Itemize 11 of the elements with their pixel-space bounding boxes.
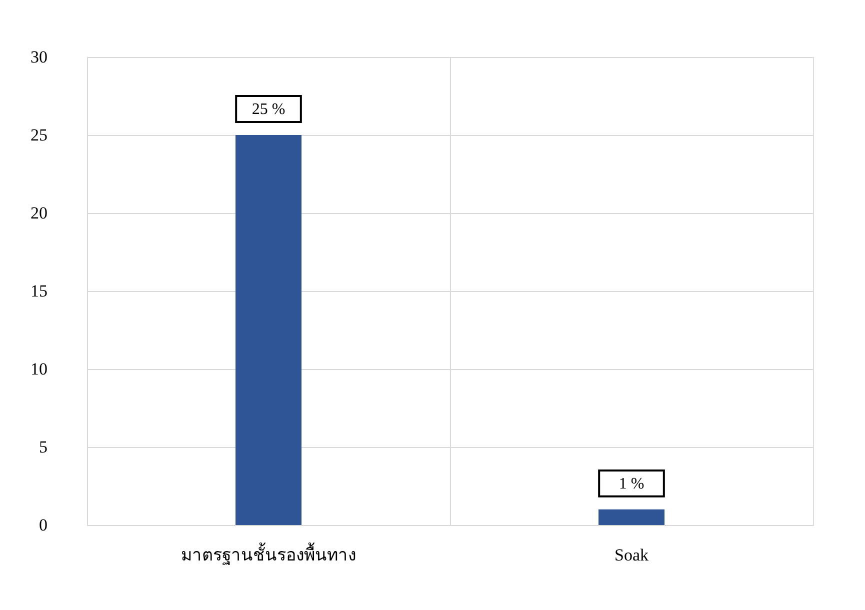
y-tick-label: 20	[30, 204, 48, 222]
y-tick-label: 10	[30, 360, 48, 378]
data-label: 25 %	[252, 101, 286, 118]
y-tick-label: 25	[30, 126, 48, 144]
y-tick-label: 15	[30, 282, 48, 300]
x-tick-label: มาตรฐานชั้นรองพื้นทาง	[181, 542, 356, 566]
y-tick-label: 5	[39, 438, 48, 456]
y-tick-label: 30	[30, 48, 48, 66]
x-tick-label: Soak	[614, 546, 649, 564]
y-tick-label: 0	[39, 516, 48, 534]
data-label: 1 %	[618, 475, 644, 492]
